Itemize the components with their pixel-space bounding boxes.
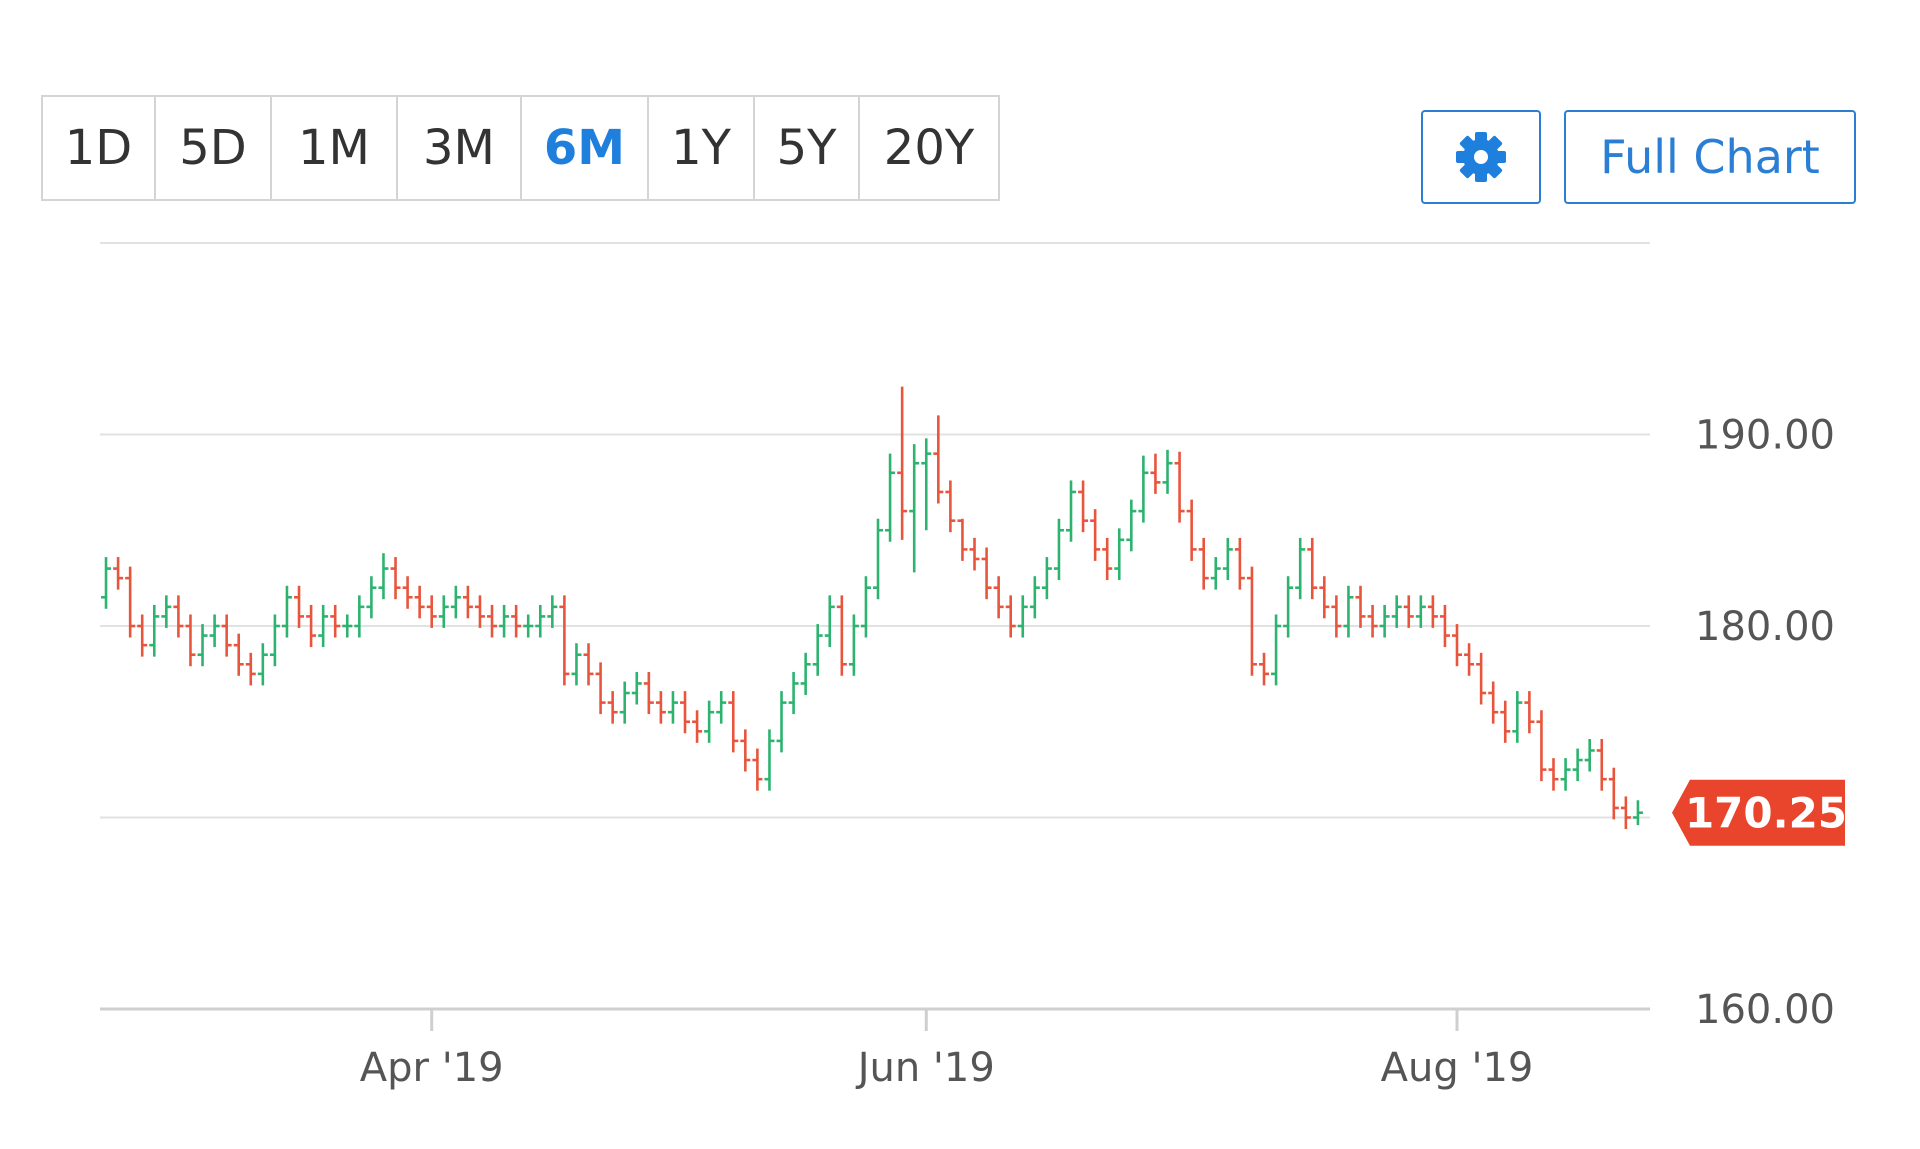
y-tick-label: 160.00 — [1695, 987, 1835, 1033]
range-button[interactable]: 20Y — [860, 97, 998, 199]
y-tick-label: 190.00 — [1695, 413, 1835, 459]
y-tick-label: 180.00 — [1695, 604, 1835, 650]
ohlc-bars — [101, 386, 1643, 829]
range-button[interactable]: 5D — [156, 97, 272, 199]
range-button[interactable]: 6M — [522, 97, 649, 199]
x-tick-label: Jun '19 — [855, 1045, 995, 1091]
last-price-label: 170.25 — [1685, 789, 1847, 838]
settings-button[interactable] — [1421, 110, 1541, 204]
range-button[interactable]: 1D — [43, 97, 156, 199]
gear-icon — [1456, 132, 1506, 182]
range-button[interactable]: 3M — [398, 97, 522, 199]
x-tick-label: Apr '19 — [360, 1045, 504, 1091]
last-price-tag — [1672, 779, 1845, 846]
range-button[interactable]: 1Y — [649, 97, 755, 199]
range-button[interactable]: 1M — [272, 97, 398, 199]
range-button[interactable]: 5Y — [755, 97, 860, 199]
range-selector: 1D 5D 1M 3M 6M 1Y 5Y 20Y — [41, 95, 1000, 201]
full-chart-button[interactable]: Full Chart — [1564, 110, 1856, 204]
x-tick-label: Aug '19 — [1381, 1045, 1534, 1091]
